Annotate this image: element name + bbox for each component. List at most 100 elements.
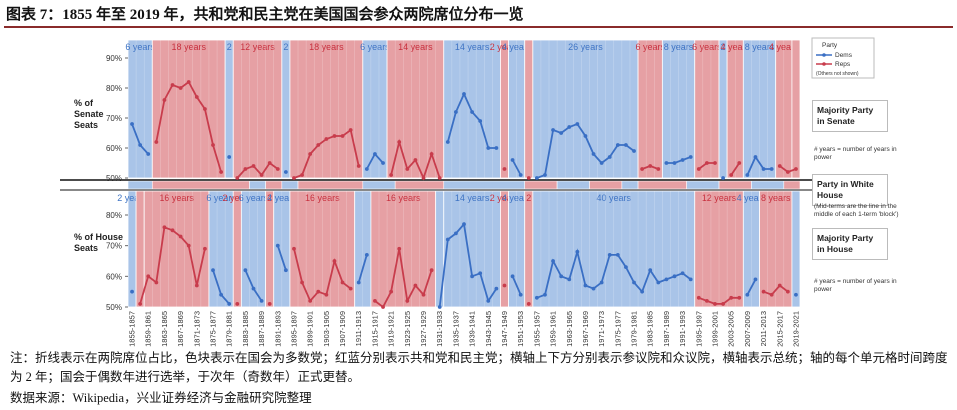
point [373, 298, 377, 303]
point [721, 302, 725, 306]
point [235, 176, 240, 180]
point [672, 274, 677, 279]
x-tick-label: 2007-2009 [743, 311, 752, 347]
point [429, 152, 434, 156]
point [794, 167, 798, 171]
point [381, 305, 385, 309]
point [761, 289, 766, 294]
point [324, 137, 329, 141]
point [761, 167, 766, 171]
band-label: 2 years [223, 193, 253, 203]
white-house-block [265, 180, 283, 190]
point [632, 149, 636, 153]
majority-band [694, 39, 720, 179]
point [381, 161, 385, 165]
white-house-block [621, 180, 639, 190]
point [275, 167, 280, 171]
x-tick-label: 1951-1953 [516, 311, 525, 347]
point [462, 222, 466, 227]
point [421, 292, 426, 297]
point [704, 161, 709, 165]
white-house-block [127, 180, 153, 190]
point [292, 246, 296, 251]
white-house-block [686, 180, 720, 190]
point [130, 289, 134, 294]
x-tick-label: 2015-2017 [775, 311, 784, 347]
band-label: 4 years [502, 193, 532, 203]
point [348, 286, 353, 291]
x-tick-label: 1883-1885 [241, 311, 250, 347]
majority-band [127, 39, 153, 179]
band-label: 14 years [398, 42, 433, 52]
majority-band [443, 190, 501, 308]
point [753, 155, 758, 159]
majority-band [265, 190, 275, 308]
y-axis-label: % of Senate Seats [74, 98, 104, 130]
point [785, 170, 790, 174]
point [146, 152, 151, 156]
band-label: 6 years [635, 42, 665, 52]
legend-label: Reps [835, 61, 851, 68]
point [672, 161, 677, 165]
white-house-block [362, 180, 396, 190]
point [211, 143, 215, 147]
point [688, 277, 693, 282]
x-tick-label: 1863-1865 [160, 311, 169, 347]
point [624, 143, 628, 147]
point [648, 268, 653, 273]
point [219, 292, 224, 297]
point [769, 167, 774, 171]
point [413, 283, 418, 288]
point [680, 271, 685, 276]
majority-band [524, 190, 534, 308]
x-tick-label: 1947-1949 [500, 311, 509, 347]
point [235, 302, 240, 306]
point [162, 98, 167, 102]
majority-band [151, 39, 226, 179]
x-tick-label: 1903-1905 [322, 311, 331, 347]
x-tick-label: 1995-1997 [694, 311, 703, 347]
point [405, 298, 410, 303]
white-house-block [151, 180, 250, 190]
side-title: Majority Party in Senate [812, 100, 888, 132]
majority-band [791, 39, 801, 179]
point [559, 131, 564, 135]
majority-band [661, 39, 696, 179]
band-label: 4 years [769, 42, 799, 52]
point [454, 110, 458, 114]
band-label: 16 years [386, 193, 421, 203]
point [413, 158, 418, 162]
x-tick-label: 1911-1913 [354, 311, 363, 346]
band-label: 2 [526, 193, 531, 203]
majority-band [500, 39, 509, 179]
point [583, 283, 588, 288]
white-house-note: (Mid-terms are the line in the middle of… [814, 203, 899, 218]
point [737, 161, 742, 165]
point [470, 110, 474, 114]
point [389, 173, 394, 177]
band-label: 16 years [305, 193, 340, 203]
y-tick-label: 50% [106, 174, 122, 183]
point [769, 292, 774, 297]
majority-band [289, 190, 356, 308]
point [777, 164, 782, 168]
point [713, 161, 717, 165]
x-tick-label: 1959-1961 [549, 311, 558, 347]
majority-band [143, 190, 210, 308]
point [421, 176, 426, 180]
band-label: 6 years [239, 193, 269, 203]
majority-band [500, 190, 509, 308]
band-label: 18 years [171, 42, 206, 52]
point [211, 268, 215, 273]
legend-label: Dems [835, 52, 853, 59]
point [543, 292, 547, 297]
band-label: 26 years [568, 42, 603, 52]
x-tick-label: 1879-1881 [225, 311, 234, 347]
point [721, 176, 725, 180]
majority-band [532, 39, 639, 179]
point [219, 170, 224, 174]
point [194, 283, 199, 288]
point [575, 249, 580, 254]
point [470, 274, 474, 279]
side-note: # years = number of years in power [814, 146, 897, 161]
